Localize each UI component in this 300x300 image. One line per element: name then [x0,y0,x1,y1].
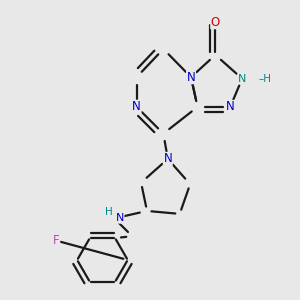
Text: N: N [226,100,235,113]
Text: N: N [164,152,172,165]
Text: N: N [132,100,141,113]
Text: N: N [116,213,124,224]
Text: N: N [187,71,195,84]
Text: N: N [238,74,246,84]
Text: –H: –H [259,74,272,84]
Text: H: H [105,207,113,217]
Text: O: O [211,16,220,29]
Text: F: F [53,234,60,247]
